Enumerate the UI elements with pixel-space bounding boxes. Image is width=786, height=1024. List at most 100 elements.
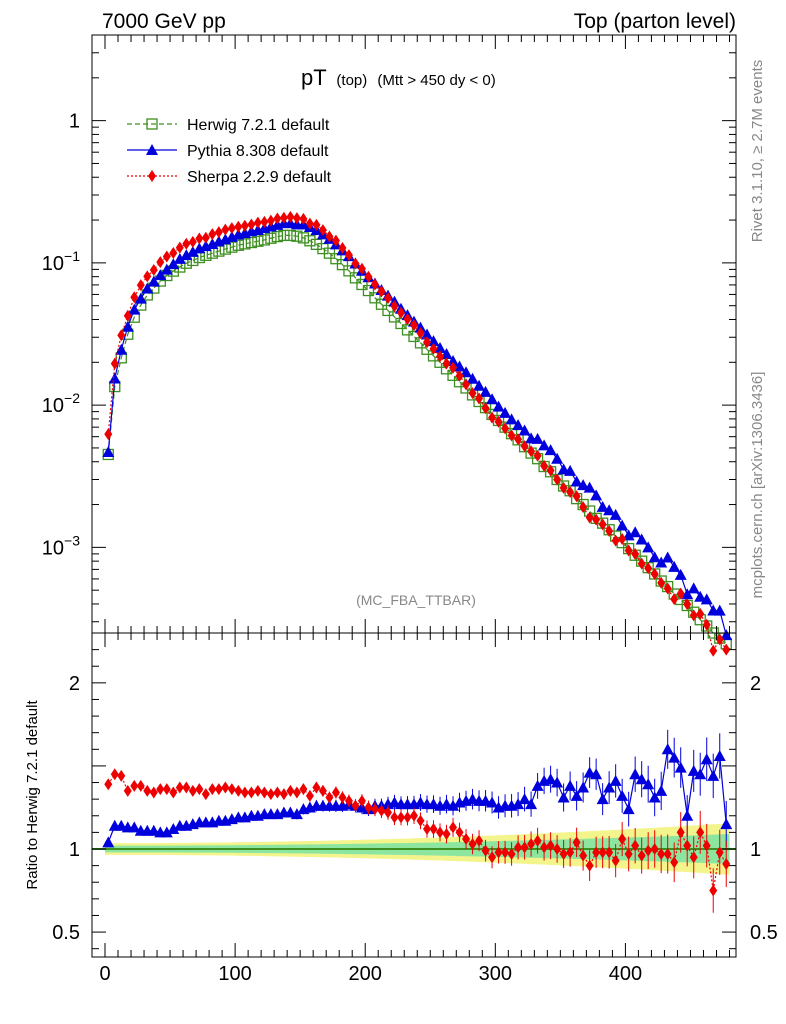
sherpa-main-point [338, 241, 347, 254]
sherpa-ratio-point [253, 784, 262, 797]
herwig-main-point [343, 265, 355, 277]
pythia-ratio-point [616, 789, 629, 801]
sherpa-ratio-point [312, 781, 321, 794]
pythia-main-point [518, 424, 531, 436]
herwig-main-point [297, 232, 310, 244]
pythia-main-point [499, 406, 512, 418]
legend-label-2: Sherpa 2.2.9 default [187, 169, 332, 186]
main-y-tick-base: 10 [42, 537, 64, 559]
sherpa-ratio-point [260, 786, 269, 799]
main-y-tick-label: 10−1 [42, 248, 80, 275]
sherpa-ratio-point [143, 784, 152, 797]
sherpa-ratio-point [117, 769, 126, 782]
pythia-ratio-point [609, 774, 622, 786]
sherpa-ratio-point [689, 851, 698, 864]
sherpa-main-point [514, 433, 523, 446]
sherpa-ratio-point [221, 781, 230, 794]
sherpa-ratio-point [455, 826, 464, 839]
pythia-main-point [427, 335, 440, 347]
herwig-main-point [349, 272, 362, 284]
sherpa-ratio-point [169, 786, 178, 799]
sherpa-ratio-point [279, 788, 288, 801]
sherpa-ratio-point [403, 811, 412, 824]
pythia-main-point [655, 556, 668, 568]
sherpa-ratio-point [663, 847, 672, 860]
sherpa-ratio-point [292, 786, 301, 799]
main-y-tick-exponent: −2 [64, 390, 80, 406]
legend-label-0: Herwig 7.2.1 default [187, 117, 330, 134]
sherpa-ratio-point [715, 846, 724, 859]
pythia-ratio-point [713, 749, 726, 761]
header-left: 7000 GeV pp [102, 10, 226, 33]
sherpa-main-point [696, 607, 705, 620]
ratio-y-tick-label-left: 1 [69, 839, 80, 861]
sherpa-main-point [162, 250, 171, 263]
main-y-tick-label: 10−3 [42, 532, 80, 559]
sherpa-ratio-point [351, 799, 360, 812]
pythia-ratio-point [570, 789, 583, 801]
herwig-main-point [330, 253, 342, 265]
sherpa-ratio-point [611, 854, 620, 867]
x-tick-label: 0 [99, 963, 110, 985]
sherpa-main-point [488, 411, 497, 424]
x-tick-label: 200 [349, 963, 382, 985]
sherpa-ratio-point [370, 803, 379, 816]
sherpa-main-point [657, 576, 666, 589]
main-y-tick-label: 1 [69, 111, 80, 133]
sherpa-main-point [670, 593, 679, 606]
pythia-main-point [564, 464, 577, 476]
pythia-ratio-point [544, 773, 557, 785]
sherpa-main-point [527, 445, 536, 458]
pythia-main-point [694, 590, 707, 602]
sherpa-ratio-point [234, 784, 243, 797]
herwig-main-point [265, 232, 277, 244]
plot-title: pT (top) (Mtt > 450 dy < 0) [301, 65, 496, 90]
pythia-main-point [622, 529, 635, 541]
pythia-main-point [687, 582, 700, 594]
sherpa-main-point [123, 309, 132, 322]
sherpa-main-point [383, 292, 392, 305]
pythia-main-point [661, 551, 674, 563]
sherpa-ratio-point [501, 846, 510, 859]
main-y-tick-base: 10 [42, 395, 64, 417]
herwig-main-point [239, 238, 251, 250]
sherpa-ratio-point [286, 784, 295, 797]
sherpa-main-point [637, 557, 646, 570]
sherpa-ratio-point [670, 856, 679, 869]
pythia-ratio-point [525, 798, 538, 810]
pythia-main-point [186, 245, 199, 257]
legend-marker-2 [148, 170, 156, 182]
pythia-ratio-point [551, 776, 564, 788]
sherpa-main-point [201, 231, 210, 244]
sherpa-ratio-point [383, 806, 392, 819]
pythia-main-point [121, 320, 134, 332]
pythia-ratio-point [687, 764, 700, 776]
sherpa-ratio-point [136, 779, 145, 792]
sherpa-ratio-point [110, 768, 119, 781]
pythia-main-point [668, 560, 681, 572]
sherpa-main-point [585, 511, 594, 524]
sherpa-ratio-point [644, 844, 653, 857]
sherpa-main-point [149, 264, 158, 277]
sherpa-main-point [260, 215, 269, 228]
sherpa-main-point [195, 232, 204, 245]
sherpa-ratio-point [696, 826, 705, 839]
pythia-ratio-point [603, 781, 616, 793]
rivet-version-label: Rivet 3.1.10, ≥ 2.7M events [749, 60, 766, 243]
herwig-main-point [291, 230, 303, 242]
sherpa-main-point [520, 440, 529, 453]
x-tick-label: 400 [609, 963, 642, 985]
sherpa-ratio-point [416, 814, 425, 827]
sherpa-main-point [117, 329, 126, 342]
pythia-main-point [167, 258, 180, 270]
herwig-main-point [252, 235, 264, 247]
sherpa-main-point [566, 486, 575, 499]
sherpa-main-point [325, 230, 334, 243]
sherpa-main-point [644, 562, 653, 575]
sherpa-main-point [579, 501, 588, 514]
sherpa-ratio-point [449, 821, 458, 834]
sherpa-main-point [390, 300, 399, 313]
sherpa-main-point [130, 291, 139, 304]
legend-label-1: Pythia 8.308 default [187, 143, 329, 160]
